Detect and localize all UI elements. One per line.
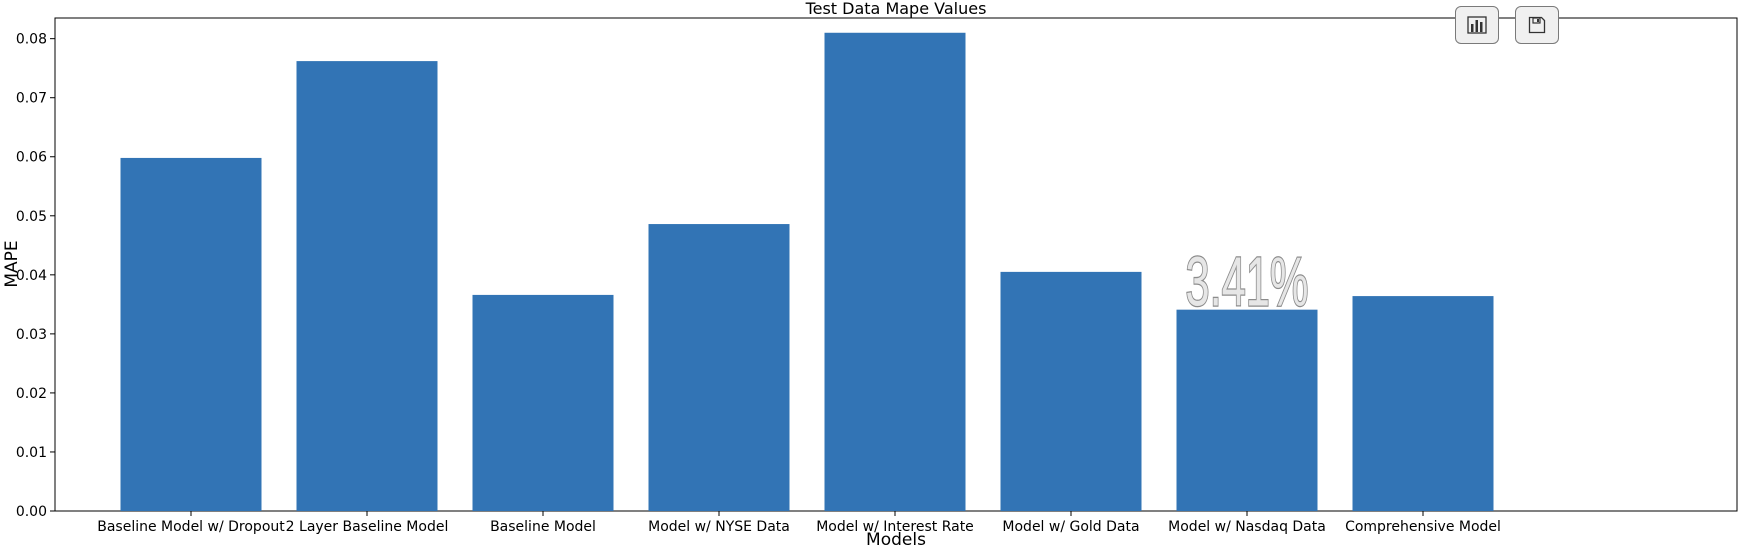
y-axis: 0.00 0.01 0.02 0.03 0.04 0.05 0.06 0.07 0.08 — [16, 32, 55, 520]
bar — [648, 224, 790, 512]
x-tick-label: Model w/ Nasdaq Data — [1168, 519, 1326, 535]
x-tick-label: Model w/ Gold Data — [1002, 519, 1139, 535]
x-tick-label: 2 Layer Baseline Model — [286, 519, 449, 535]
y-tick-label: 0.05 — [16, 209, 47, 225]
y-tick-label: 0.02 — [16, 386, 47, 402]
y-tick-label: 0.08 — [16, 32, 47, 48]
bar-annotation: 3.41% — [1185, 243, 1308, 321]
x-tick-label: Model w/ Interest Rate — [816, 519, 974, 535]
bar — [120, 157, 262, 512]
save-button[interactable] — [1515, 6, 1559, 44]
y-tick-label: 0.06 — [16, 150, 47, 166]
bar — [1176, 309, 1318, 511]
bar-chart-icon — [1467, 16, 1487, 34]
x-tick-label: Baseline Model — [490, 519, 596, 535]
x-tick-label: Model w/ NYSE Data — [648, 519, 790, 535]
bars — [120, 32, 1494, 512]
bar — [1000, 271, 1142, 511]
y-axis-label: MAPE — [2, 240, 22, 287]
y-tick-label: 0.01 — [16, 445, 47, 461]
x-axis: Baseline Model w/ Dropout 2 Layer Baselin… — [97, 511, 1501, 535]
x-tick-label: Baseline Model w/ Dropout — [97, 519, 285, 535]
bar — [824, 32, 966, 512]
y-tick-label: 0.04 — [16, 268, 47, 284]
x-axis-label: Models — [866, 530, 926, 548]
bar — [1352, 296, 1494, 511]
y-tick-label: 0.07 — [16, 91, 47, 107]
chart-title: Test Data Mape Values — [805, 0, 987, 18]
chart-toggle-button[interactable] — [1455, 6, 1499, 44]
x-tick-label: Comprehensive Model — [1345, 519, 1501, 535]
save-icon — [1528, 16, 1546, 34]
bar — [296, 61, 438, 512]
y-tick-label: 0.00 — [16, 504, 47, 520]
y-tick-label: 0.03 — [16, 327, 47, 343]
bar — [472, 294, 614, 511]
